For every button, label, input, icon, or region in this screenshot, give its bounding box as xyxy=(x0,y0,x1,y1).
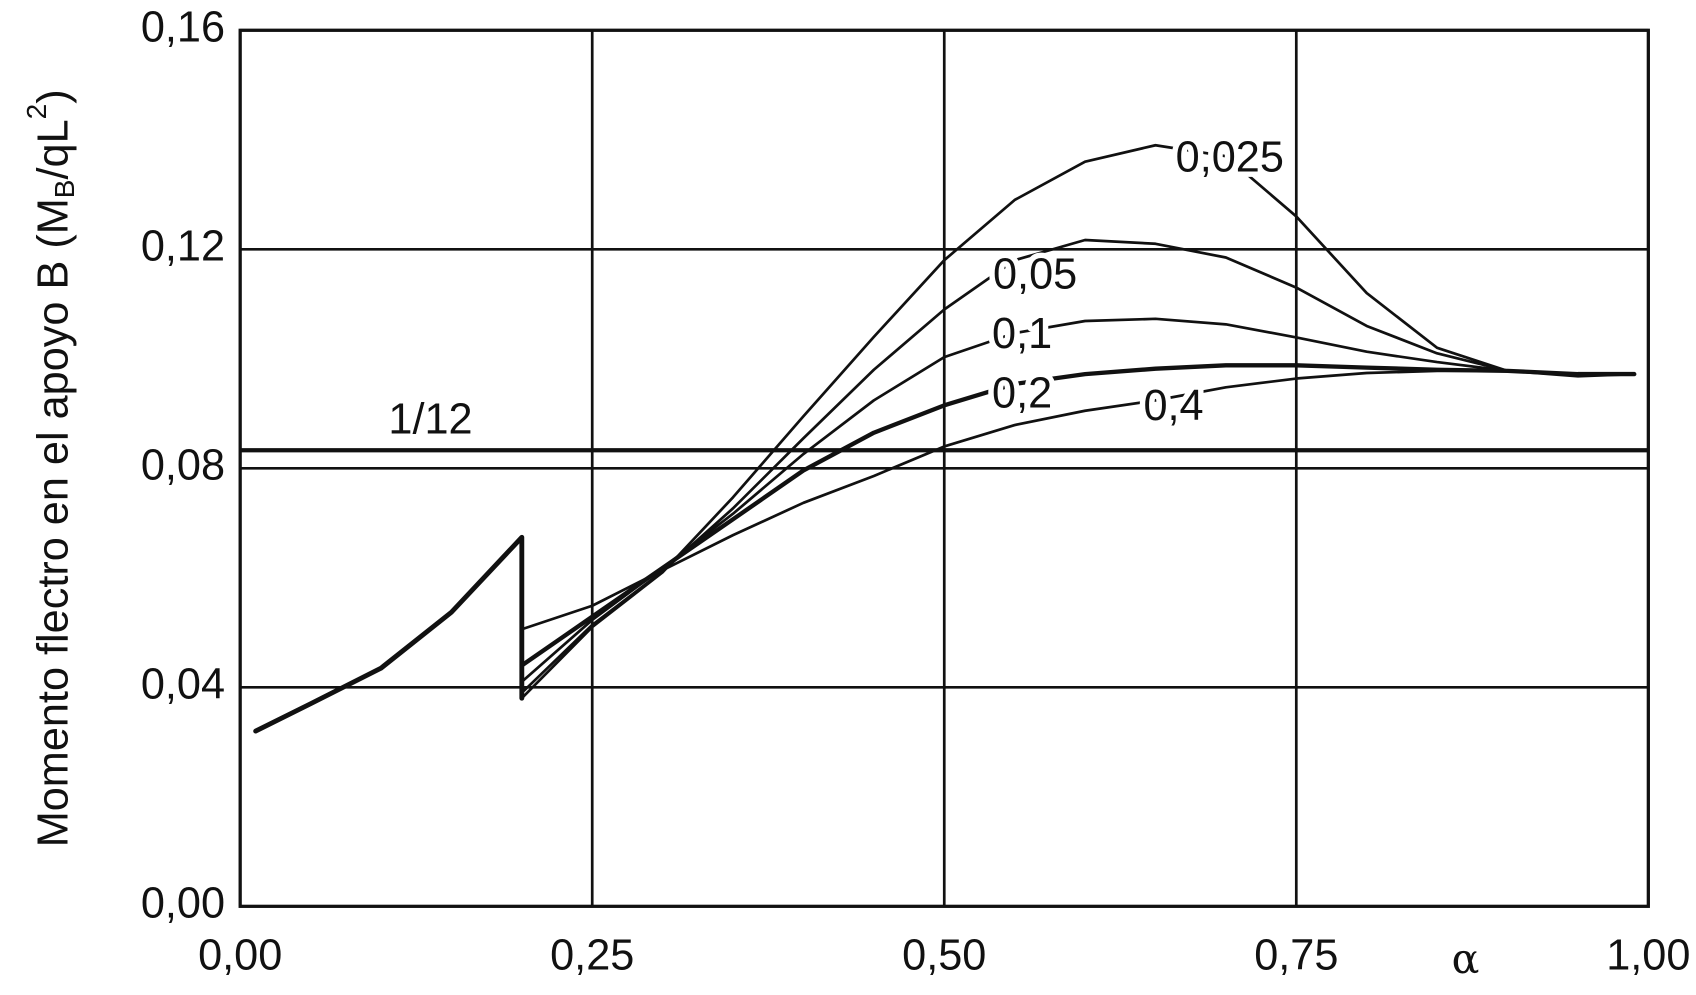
x-axis-label: α xyxy=(1452,935,1480,983)
x-tick-label: 1,00 xyxy=(1606,932,1690,980)
series-line xyxy=(519,363,1637,668)
series-label: 0,1 xyxy=(992,310,1052,358)
y-label-sup: 2 xyxy=(21,104,52,120)
series-label: 0,05 xyxy=(993,250,1077,298)
y-label-end: ) xyxy=(30,89,78,103)
series-label: 0,4 xyxy=(1143,382,1203,430)
y-label-mid: /qL xyxy=(30,119,78,179)
x-tick-label: 0,75 xyxy=(1254,932,1338,980)
y-label-sub: B xyxy=(50,179,81,198)
y-label-text: Momento flectro en el apoyo B (M xyxy=(30,198,78,847)
reference-label: 1/12 xyxy=(388,396,472,444)
y-tick-label: 0,04 xyxy=(141,661,225,709)
series-label: 0,025 xyxy=(1176,133,1284,181)
series-line xyxy=(520,369,1636,631)
x-tick-label: 0,25 xyxy=(550,932,634,980)
x-tick-label: 0,00 xyxy=(198,932,282,980)
y-tick-label: 0,00 xyxy=(141,880,225,928)
series-label: 0,2 xyxy=(992,369,1052,417)
base-curve xyxy=(253,534,525,734)
y-tick-label: 0,16 xyxy=(141,4,225,52)
plot-area: 0,00 0,04 0,08 0,12 0,16 0,00 0,25 0,50 0,75 1,00… xyxy=(141,4,1691,980)
y-tick-label: 0,08 xyxy=(141,442,225,490)
series-line xyxy=(520,143,1636,700)
x-tick-label: 0,50 xyxy=(902,932,986,980)
plot-frame xyxy=(238,28,1650,908)
y-axis-label: Momento flectro en el apoyo B (MB/qL2) xyxy=(21,89,80,847)
series-line xyxy=(520,238,1636,695)
series-line xyxy=(520,317,1636,684)
y-tick-label: 0,12 xyxy=(141,223,225,271)
